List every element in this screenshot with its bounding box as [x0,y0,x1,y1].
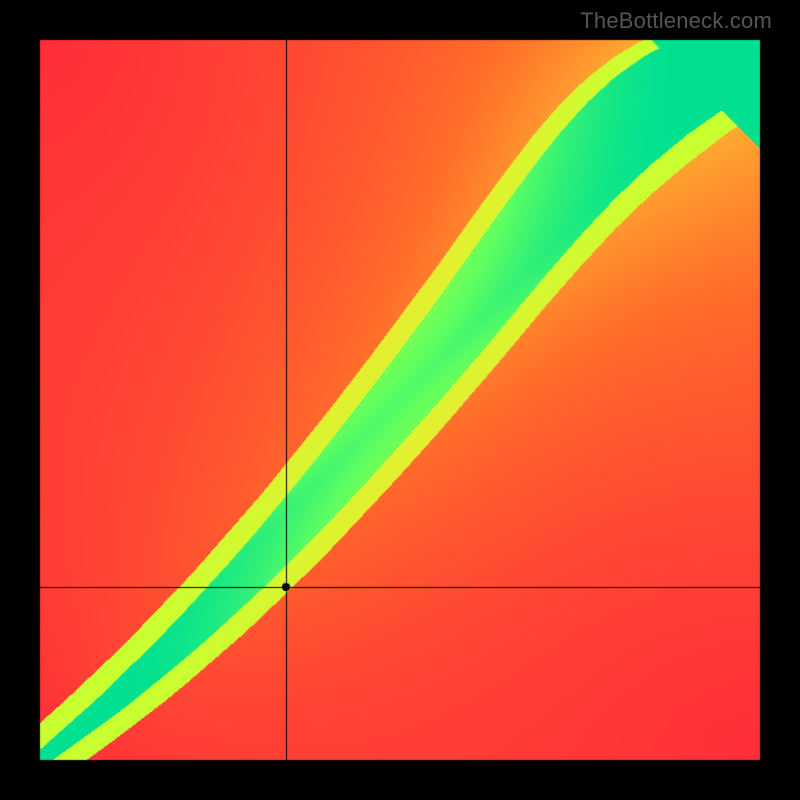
bottleneck-heatmap [0,0,800,800]
watermark-text: TheBottleneck.com [580,8,772,34]
